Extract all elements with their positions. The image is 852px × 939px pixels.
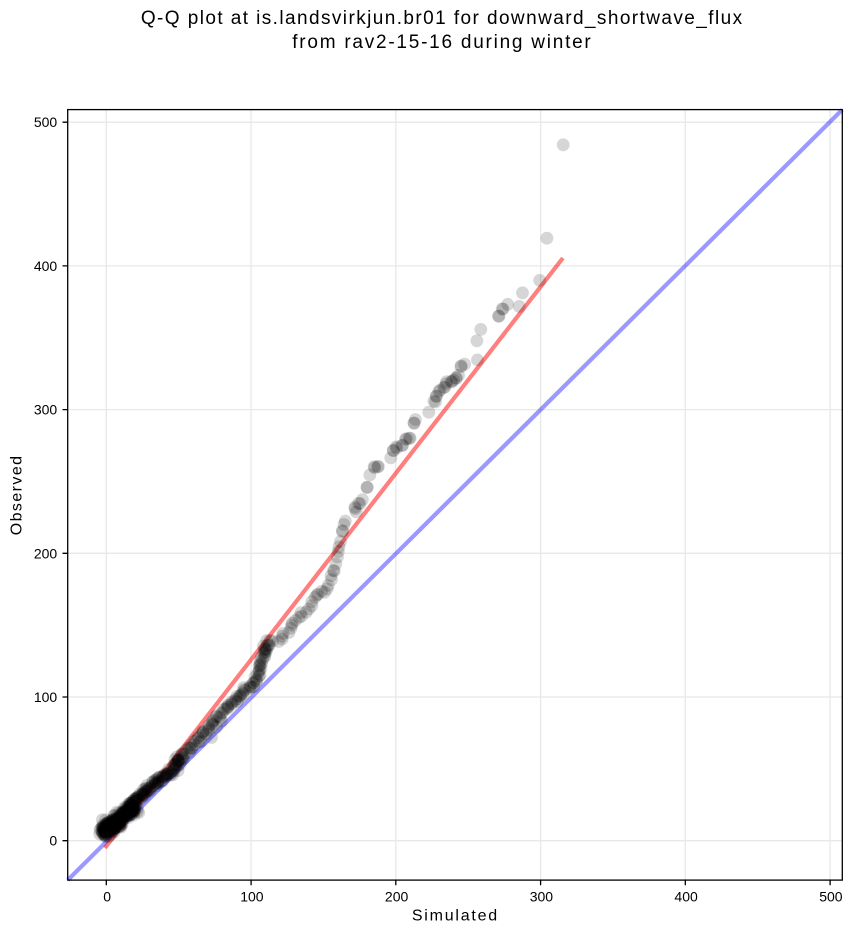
svg-text:400: 400	[674, 889, 698, 905]
svg-text:200: 200	[34, 545, 58, 561]
svg-text:200: 200	[385, 889, 409, 905]
svg-text:500: 500	[819, 889, 843, 905]
svg-text:Simulated: Simulated	[412, 907, 499, 924]
svg-text:0: 0	[49, 833, 57, 849]
svg-text:100: 100	[34, 689, 58, 705]
svg-text:300: 300	[34, 402, 58, 418]
svg-text:400: 400	[34, 258, 58, 274]
svg-text:from rav2-15-16 during winter: from rav2-15-16 during winter	[292, 32, 592, 53]
svg-text:0: 0	[103, 889, 111, 905]
svg-text:500: 500	[34, 114, 58, 130]
svg-text:100: 100	[240, 889, 264, 905]
svg-text:Q-Q plot at is.landsvirkjun.br: Q-Q plot at is.landsvirkjun.br01 for dow…	[141, 8, 744, 29]
svg-text:300: 300	[530, 889, 554, 905]
svg-text:Observed: Observed	[9, 454, 26, 535]
